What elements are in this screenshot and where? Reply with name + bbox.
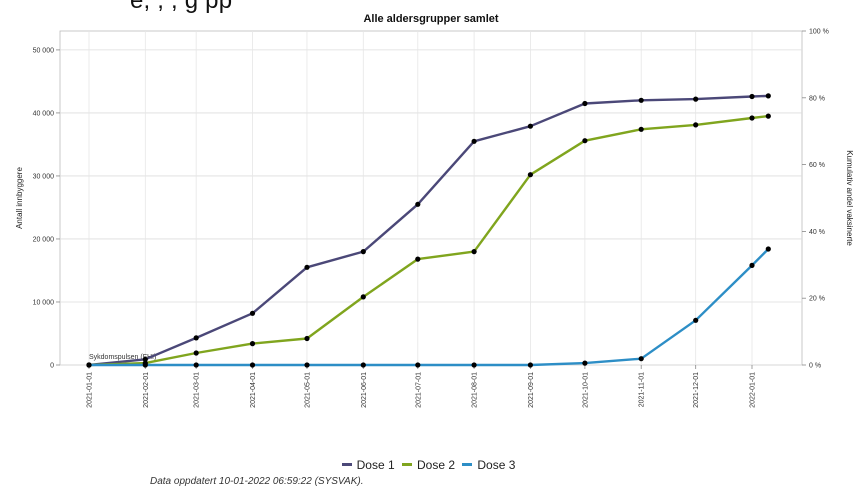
data-point-dose-1 xyxy=(582,100,588,107)
data-point-dose-1 xyxy=(765,93,771,99)
data-point-dose-3 xyxy=(304,362,310,368)
series-line-dose-2 xyxy=(87,114,770,367)
data-point-dose-3 xyxy=(638,356,644,362)
x-tick-label: 2021-03-01 xyxy=(194,372,201,408)
y2-tick-label: 0 % xyxy=(809,363,821,370)
data-point-dose-2 xyxy=(360,294,366,300)
legend-swatch-dose-3 xyxy=(462,463,473,467)
data-point-dose-1 xyxy=(249,310,256,316)
legend-item-dose-3: Dose 3 xyxy=(462,458,515,472)
y-tick-label: 50 000 xyxy=(33,47,55,54)
data-point-dose-3 xyxy=(693,317,699,323)
y-tick-label: 20 000 xyxy=(33,236,55,243)
x-tick-label: 2021-10-01 xyxy=(582,372,589,408)
legend-label-dose-2: Dose 2 xyxy=(416,458,456,472)
data-point-dose-2 xyxy=(749,115,755,121)
data-point-dose-2 xyxy=(765,113,771,119)
data-point-dose-3 xyxy=(749,262,755,268)
data-point-dose-1 xyxy=(638,97,644,103)
data-point-dose-2 xyxy=(471,249,477,255)
legend-label-dose-1: Dose 1 xyxy=(356,458,395,472)
plot-frame xyxy=(59,30,803,366)
legend-label-dose-3: Dose 3 xyxy=(477,458,516,472)
x-tick-label: 2021-08-01 xyxy=(472,372,479,408)
x-tick-label: 2021-06-01 xyxy=(361,372,368,408)
data-point-dose-3 xyxy=(582,360,588,366)
data-point-dose-3 xyxy=(249,362,256,368)
data-point-dose-3 xyxy=(142,362,148,368)
x-tick-label: 2021-07-01 xyxy=(415,372,422,408)
data-point-dose-3 xyxy=(360,362,366,368)
y-tick-label: 30 000 xyxy=(33,173,55,180)
y2-tick-label: 100 % xyxy=(809,29,829,36)
data-point-dose-3 xyxy=(86,362,92,368)
data-point-dose-3 xyxy=(415,362,421,368)
data-point-dose-2 xyxy=(582,138,588,144)
legend-item-dose-2: Dose 2 xyxy=(401,458,456,472)
data-point-dose-1 xyxy=(749,93,755,100)
x-tick-label: 2021-11-01 xyxy=(639,372,646,407)
chart-title: Alle aldersgrupper samlet xyxy=(363,13,498,25)
y-axis-title: Antall innbyggere xyxy=(15,167,24,229)
data-point-dose-2 xyxy=(193,350,199,356)
legend-swatch-dose-1 xyxy=(341,463,352,467)
x-tick-label: 2021-02-01 xyxy=(143,372,150,408)
x-tick-label: 2021-12-01 xyxy=(693,372,700,408)
data-point-dose-1 xyxy=(471,138,477,144)
legend-item-dose-1: Dose 1 xyxy=(341,458,395,472)
x-tick-label: 2021-04-01 xyxy=(250,372,257,408)
x-tick-label: 2021-05-01 xyxy=(304,372,311,408)
data-point-dose-3 xyxy=(193,362,199,368)
y-tick-label: 10 000 xyxy=(33,299,55,306)
y2-tick-label: 60 % xyxy=(809,162,825,169)
data-point-dose-1 xyxy=(360,249,366,255)
legend-swatch-dose-2 xyxy=(401,463,412,467)
series-line-dose-3 xyxy=(87,247,770,367)
source-annotation: Sykdomspulsen (FHI) xyxy=(89,354,156,361)
y2-tick-label: 80 % xyxy=(809,95,825,102)
data-point-dose-2 xyxy=(638,126,644,132)
y-tick-label: 0 xyxy=(50,363,54,370)
cropped-heading-fragment: e, , , g pp xyxy=(130,0,233,14)
data-point-dose-2 xyxy=(693,122,699,128)
data-updated-note: Data oppdatert 10-01-2022 06:59:22 (SYSV… xyxy=(150,476,364,487)
data-point-dose-1 xyxy=(142,356,148,362)
x-tick-label: 2022-01-01 xyxy=(750,372,757,408)
data-point-dose-2 xyxy=(249,341,256,347)
data-point-dose-2 xyxy=(415,256,421,262)
data-point-dose-2 xyxy=(304,335,310,342)
data-point-dose-2 xyxy=(527,172,534,178)
series-line-dose-1 xyxy=(87,94,770,367)
data-point-dose-3 xyxy=(471,362,477,368)
y-tick-label: 40 000 xyxy=(33,110,55,117)
y2-tick-label: 20 % xyxy=(809,296,825,303)
y2-axis-title: Kumulativ andel vaksinerte xyxy=(845,150,854,246)
data-point-dose-1 xyxy=(304,264,310,270)
data-point-dose-1 xyxy=(415,201,421,207)
legend: Dose 1 Dose 2 Dose 3 xyxy=(0,458,857,472)
y2-tick-label: 40 % xyxy=(809,229,825,236)
x-tick-label: 2021-01-01 xyxy=(87,372,94,408)
data-point-dose-1 xyxy=(693,96,699,102)
data-point-dose-3 xyxy=(765,246,771,252)
data-point-dose-3 xyxy=(527,362,534,368)
data-point-dose-1 xyxy=(527,123,534,129)
x-tick-label: 2021-09-01 xyxy=(528,372,535,408)
data-point-dose-1 xyxy=(193,335,199,341)
